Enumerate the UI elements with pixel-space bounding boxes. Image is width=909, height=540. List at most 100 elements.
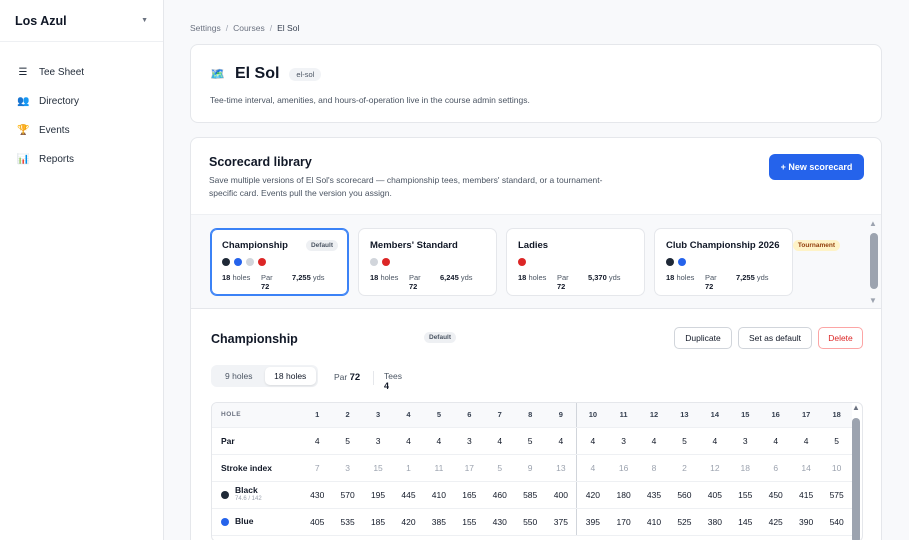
yardage-cell[interactable]: 385 <box>423 508 455 536</box>
hole-header: HOLE <box>212 403 302 428</box>
tee-row-blue: Blue 405 535 185 420 385 155 430 550 375 395 170 41… <box>212 508 852 536</box>
yardage: 5,370 yds <box>588 273 621 282</box>
par-cell: 4 <box>576 427 609 455</box>
yardage-cell[interactable]: 430 <box>302 481 333 509</box>
tee-sheet-icon: ☰ <box>18 67 28 78</box>
yardage-cell[interactable]: 550 <box>514 508 546 536</box>
tee-dot-red <box>382 258 390 266</box>
yardage-cell[interactable]: 180 <box>608 481 639 509</box>
scorecard-card-members-standard[interactable]: Members' Standard 18 holes Par 72 6,245 y… <box>358 228 497 296</box>
yardage-cell[interactable]: 560 <box>669 481 700 509</box>
yardage: 7,255 yds <box>736 273 769 282</box>
scorecard-detail-title: Championship <box>211 332 298 346</box>
yardage-cell[interactable]: 535 <box>332 508 363 536</box>
delete-button[interactable]: Delete <box>818 327 863 349</box>
row-label: Par <box>212 427 302 455</box>
scrollbar-thumb[interactable] <box>870 233 878 289</box>
yardage-cell[interactable]: 575 <box>821 481 852 509</box>
yardage-cell[interactable]: 445 <box>393 481 424 509</box>
scorecard-card-club-championship-2026[interactable]: Club Championship 2026 Tournament 18 hol… <box>654 228 840 296</box>
table-scrollbar[interactable]: ▲ <box>850 403 862 540</box>
yardage-cell[interactable]: 410 <box>423 481 455 509</box>
duplicate-button[interactable]: Duplicate <box>674 327 732 349</box>
yardage-cell[interactable]: 430 <box>484 508 515 536</box>
scorecard-card-championship[interactable]: Championship Default 18 holes Par 72 7,25… <box>210 228 349 296</box>
scroll-up-icon[interactable]: ▲ <box>852 403 860 412</box>
tee-rating: 74.6 / 142 <box>235 495 262 502</box>
yardage-cell[interactable]: 395 <box>576 508 609 536</box>
scroll-up-icon[interactable]: ▲ <box>869 219 877 228</box>
chevron-down-icon: ▼ <box>141 17 148 24</box>
yardage-cell[interactable]: 415 <box>790 481 822 509</box>
yardage-cell[interactable]: 460 <box>484 481 515 509</box>
par-cell: 4 <box>638 427 670 455</box>
tab-9-holes[interactable]: 9 holes <box>225 371 253 381</box>
yardage-cell[interactable]: 390 <box>790 508 822 536</box>
yardage-cell[interactable]: 435 <box>638 481 670 509</box>
yardage-cell[interactable]: 425 <box>760 508 791 536</box>
yardage-cell[interactable]: 410 <box>638 508 670 536</box>
breadcrumb: Settings / Courses / El Sol <box>190 22 882 34</box>
yardage: 6,245 yds <box>440 273 473 282</box>
yardage-cell[interactable]: 525 <box>669 508 700 536</box>
yardage-cell[interactable]: 185 <box>362 508 394 536</box>
yardage-cell[interactable]: 155 <box>454 508 485 536</box>
yardage-cell[interactable]: 195 <box>362 481 394 509</box>
par-cell: 3 <box>730 427 761 455</box>
yardage-cell[interactable]: 450 <box>760 481 791 509</box>
new-scorecard-button[interactable]: + New scorecard <box>769 154 864 180</box>
stroke-index-cell: 10 <box>821 454 852 482</box>
scroll-down-icon[interactable]: ▼ <box>869 296 877 305</box>
par-cell: 4 <box>545 427 578 455</box>
stroke-index-row: Stroke index 7 3 15 1 11 17 5 9 13 4 16 8 2 12 18 6 14 10 <box>212 454 852 482</box>
tee-dot-black <box>666 258 674 266</box>
yardage-cell[interactable]: 375 <box>545 508 578 536</box>
par-cell: 5 <box>669 427 700 455</box>
yardage-cell[interactable]: 585 <box>514 481 546 509</box>
yardage-cell[interactable]: 165 <box>454 481 485 509</box>
holes-count: 18 holes <box>518 273 547 282</box>
set-as-default-button[interactable]: Set as default <box>738 327 812 349</box>
scorecard-library-card: Scorecard library Save multiple versions… <box>190 137 882 540</box>
par-cell: 4 <box>423 427 455 455</box>
yardage-cell[interactable]: 570 <box>332 481 363 509</box>
breadcrumb-settings[interactable]: Settings <box>190 23 221 33</box>
sidebar-item-directory[interactable]: 👥 Directory <box>0 87 163 116</box>
stroke-index-cell: 13 <box>545 454 578 482</box>
directory-icon: 👥 <box>17 96 30 107</box>
scorecard-list-scrollbar[interactable]: ▲ ▼ <box>869 219 879 305</box>
breadcrumb-courses[interactable]: Courses <box>233 23 265 33</box>
tee-dot-black <box>221 490 229 499</box>
course-slug-badge: el-sol <box>289 67 322 81</box>
par-count: Par 72 <box>409 273 421 291</box>
scrollbar-thumb[interactable] <box>852 418 860 540</box>
yardage-cell[interactable]: 380 <box>699 508 731 536</box>
yardage-cell[interactable]: 420 <box>576 481 609 509</box>
yardage-cell[interactable]: 155 <box>730 481 761 509</box>
yardage-cell[interactable]: 405 <box>699 481 731 509</box>
sidebar-item-tee-sheet[interactable]: ☰ Tee Sheet <box>0 58 163 87</box>
par-count: Par 72 <box>261 273 273 291</box>
yardage-cell[interactable]: 170 <box>608 508 639 536</box>
stroke-index-cell: 2 <box>669 454 700 482</box>
par-cell: 3 <box>362 427 394 455</box>
yardage-cell[interactable]: 145 <box>730 508 761 536</box>
tee-row-black: Black 74.6 / 142 430 570 195 445 410 165 460 585… <box>212 481 852 509</box>
yardage-cell[interactable]: 420 <box>393 508 424 536</box>
sidebar-item-events[interactable]: 🏆 Events <box>0 116 163 145</box>
yardage-cell[interactable]: 400 <box>545 481 578 509</box>
library-subtitle: Save multiple versions of El Sol's score… <box>209 175 603 198</box>
tab-18-holes[interactable]: 18 holes <box>264 367 316 385</box>
club-switcher[interactable]: Los Azul ▼ <box>0 0 163 42</box>
hole-number: 3 <box>362 403 394 428</box>
tee-dot-red <box>518 258 526 266</box>
page-title: El Sol <box>234 65 280 82</box>
scorecard-list: Championship Default 18 holes Par 72 7,25… <box>191 215 881 309</box>
sidebar-item-reports[interactable]: 📊 Reports <box>0 145 163 174</box>
yardage-cell[interactable]: 405 <box>302 508 333 536</box>
scorecard-card-ladies[interactable]: Ladies 18 holes Par 72 5,370 yds <box>506 228 645 296</box>
yardage-cell[interactable]: 540 <box>821 508 852 536</box>
default-badge: Default <box>424 332 457 343</box>
par-cell: 4 <box>302 427 333 455</box>
